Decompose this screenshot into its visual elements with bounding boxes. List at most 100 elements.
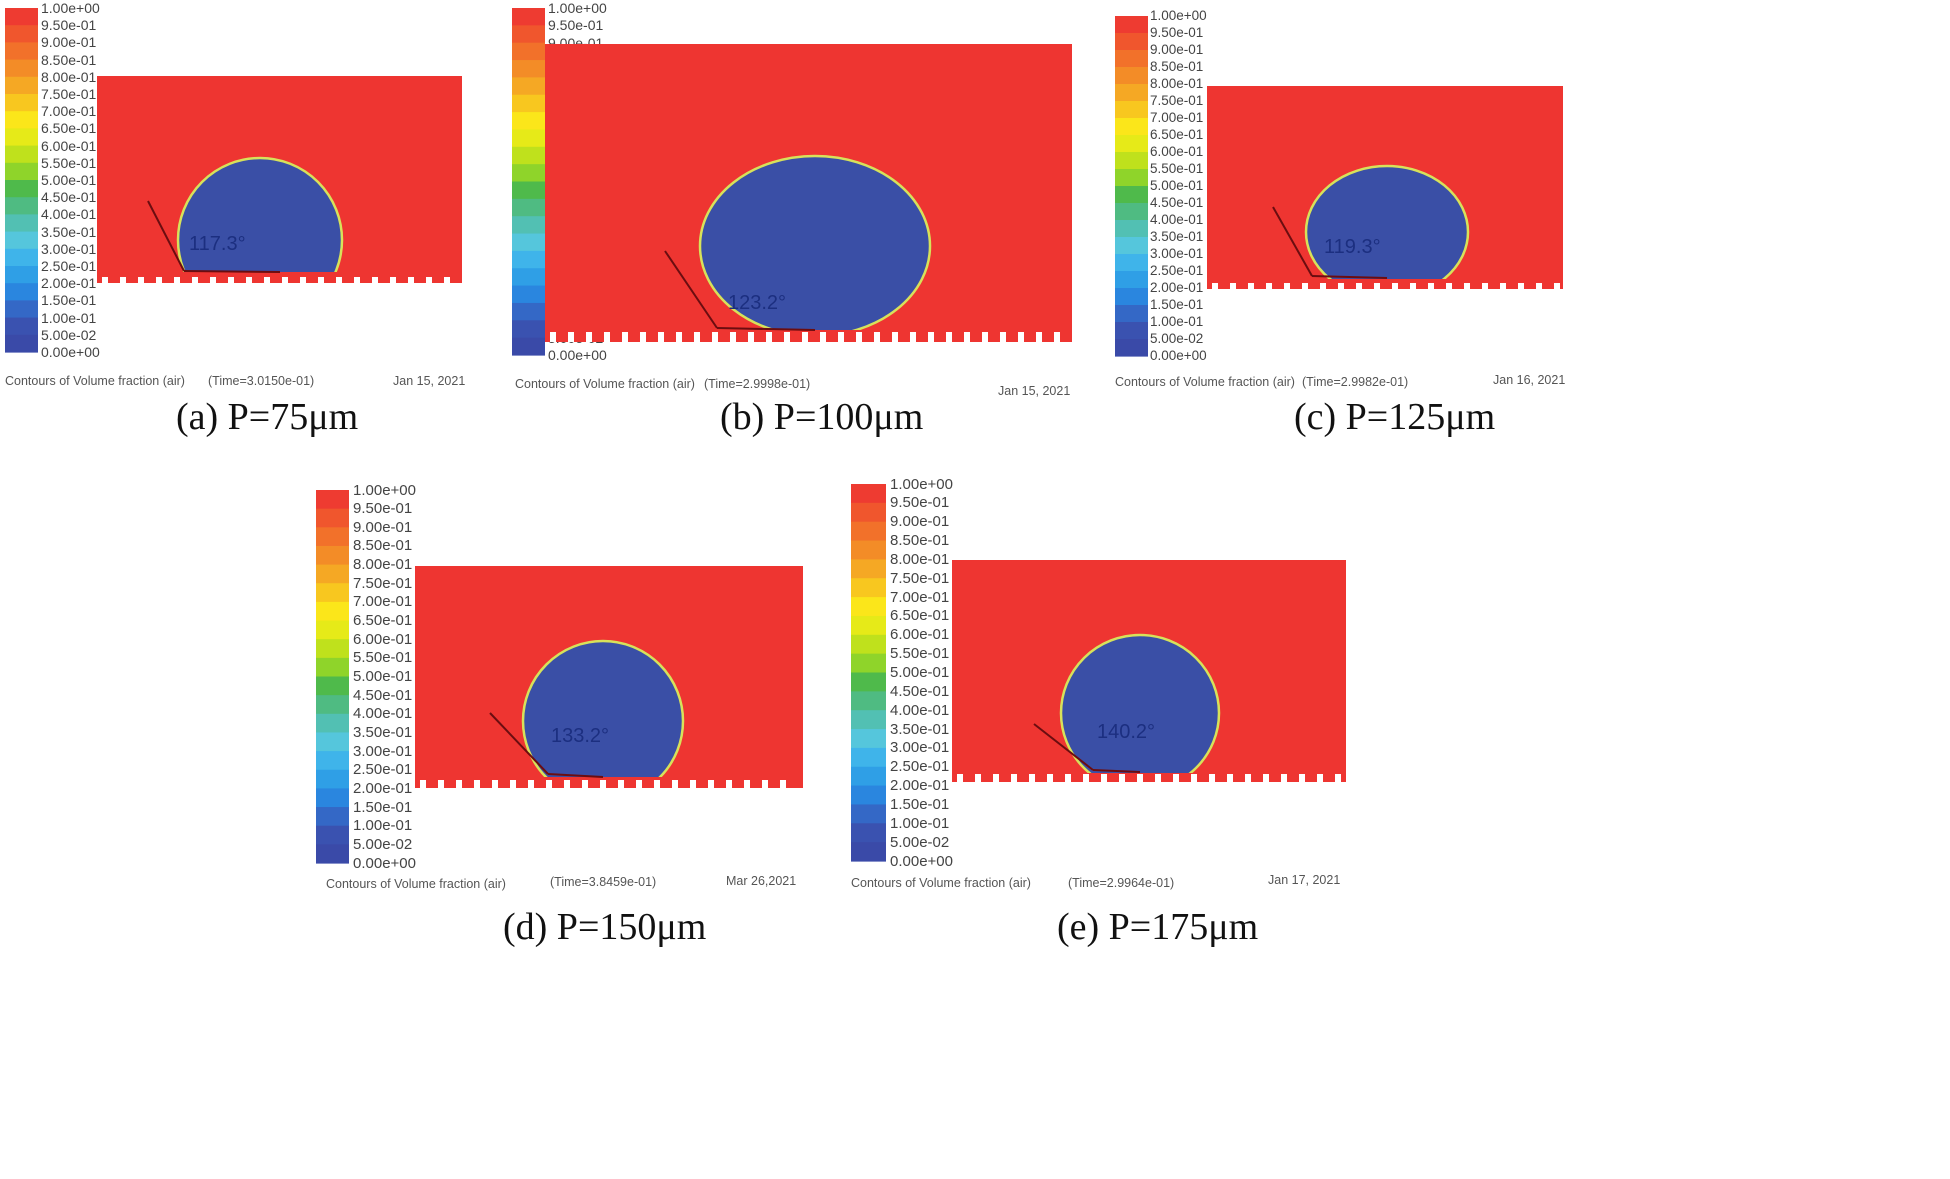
colorbar-tick-label: 5.50e-01: [353, 649, 413, 667]
colorbar-tick-label: 2.50e-01: [1150, 263, 1204, 279]
colorbar-tick-label: 8.50e-01: [1150, 59, 1204, 75]
substrate-groove: [1230, 283, 1236, 289]
footer-time: (Time=2.9982e-01): [1302, 375, 1409, 389]
colorbar-tick-label: 1.00e+00: [890, 475, 953, 493]
substrate-groove: [1518, 283, 1524, 289]
substrate-groove: [1302, 283, 1308, 289]
colorbar-swatch: [5, 111, 38, 129]
substrate-groove: [1284, 283, 1290, 289]
substrate-groove: [444, 277, 450, 283]
colorbar-tick-label: 3.00e-01: [890, 739, 950, 757]
droplet-group: [698, 154, 932, 330]
colorbar-swatch: [512, 129, 545, 148]
contact-baseline: [1092, 769, 1141, 773]
colorbar-swatch: [851, 691, 886, 711]
colorbar-tick-label: 6.50e-01: [353, 612, 413, 630]
colorbar-tick-label: 9.50e-01: [41, 17, 97, 34]
colorbar-tick-label: 6.00e-01: [41, 137, 97, 154]
colorbar-swatch: [851, 785, 886, 806]
substrate-groove: [1119, 774, 1125, 782]
colorbar: [512, 8, 545, 356]
colorbar-swatch: [5, 145, 38, 164]
colorbar-swatch: [316, 583, 349, 603]
colorbar-tick-label: 5.50e-01: [1150, 161, 1204, 177]
droplet: [176, 156, 344, 272]
substrate-groove: [438, 780, 444, 788]
colorbar-tick-label: 6.50e-01: [890, 607, 950, 625]
colorbar-tick-label: 5.50e-01: [890, 645, 950, 663]
colorbar-swatch: [316, 508, 349, 528]
colorbar-tick-label: 4.50e-01: [890, 682, 950, 700]
volume-fraction-domain: [952, 560, 1346, 782]
substrate-groove: [564, 780, 570, 788]
volume-fraction-domain: [415, 566, 803, 788]
substrate-groove: [910, 332, 916, 342]
substrate-groove: [1065, 774, 1071, 782]
colorbar-tick-label: 2.00e-01: [890, 777, 950, 795]
colorbar-tick-label: 4.50e-01: [41, 189, 97, 206]
substrate-groove: [282, 277, 288, 283]
colorbar-tick-label: 5.00e-02: [353, 835, 413, 853]
substrate-groove: [1338, 283, 1344, 289]
droplet-group: [1304, 164, 1470, 279]
substrate-groove: [1263, 774, 1269, 782]
colorbar-swatch: [316, 527, 349, 547]
colorbar-swatch: [851, 747, 886, 768]
colorbar-swatch: [1115, 254, 1148, 272]
colorbar-tick-label: 8.50e-01: [41, 51, 97, 68]
colorbar-tick-label: 6.50e-01: [41, 120, 97, 137]
colorbar-tick-label: 2.00e-01: [353, 779, 413, 797]
colorbar-swatch: [851, 540, 886, 560]
colorbar-swatch: [512, 112, 545, 131]
contact-angle-label: 119.3°: [1324, 236, 1381, 258]
substrate-groove: [300, 277, 306, 283]
colorbar-tick-label: 8.00e-01: [41, 68, 97, 85]
substrate-groove: [712, 332, 718, 342]
colorbar-swatch: [5, 8, 38, 26]
volume-fraction-domain: [1207, 86, 1563, 289]
substrate-groove: [568, 332, 574, 342]
colorbar-tick-label: 8.00e-01: [1150, 76, 1204, 92]
colorbar-swatch: [5, 334, 38, 353]
colorbar-swatch: [512, 285, 545, 304]
colorbar-tick-label: 1.50e-01: [890, 795, 950, 813]
substrate-groove: [246, 277, 252, 283]
substrate-groove: [993, 774, 999, 782]
substrate-groove: [600, 780, 606, 788]
colorbar-swatch: [851, 559, 886, 579]
colorbar-swatch: [1115, 271, 1148, 289]
colorbar-tick-label: 7.00e-01: [1150, 110, 1204, 126]
substrate-groove: [1392, 283, 1398, 289]
colorbar-swatch: [316, 695, 349, 715]
footer-date: Mar 26,2021: [726, 874, 797, 888]
substrate-groove: [982, 332, 988, 342]
colorbar-tick-label: 9.50e-01: [353, 500, 413, 518]
substrate-groove: [1054, 332, 1060, 342]
colorbar-tick-label: 5.50e-01: [41, 154, 97, 171]
colorbar-swatch: [851, 521, 886, 542]
colorbar-tick-label: 7.50e-01: [353, 574, 413, 592]
colorbar-swatch: [512, 77, 545, 96]
substrate-groove: [528, 780, 534, 788]
footer-time: (Time=3.0150e-01): [208, 374, 315, 388]
colorbar-tick-label: 9.00e-01: [890, 513, 950, 531]
substrate-groove: [730, 332, 736, 342]
colorbar-swatch: [851, 578, 886, 598]
substrate-groove: [957, 774, 963, 782]
colorbar-tick-label: 7.50e-01: [890, 569, 950, 587]
colorbar-tick-label: 0.00e+00: [890, 852, 953, 870]
colorbar-swatch: [851, 672, 886, 692]
footer-title: Contours of Volume fraction (air): [326, 877, 506, 891]
substrate-groove: [1410, 283, 1416, 289]
substrate-groove: [492, 780, 498, 788]
substrate-groove: [1173, 774, 1179, 782]
colorbar-swatch: [851, 804, 886, 824]
colorbar-tick-label: 3.00e-01: [353, 742, 413, 760]
colorbar-swatch: [512, 42, 545, 61]
colorbar-swatch: [851, 823, 886, 843]
substrate-groove: [586, 332, 592, 342]
substrate-groove: [1554, 283, 1560, 289]
substrate-groove: [408, 277, 414, 283]
colorbar: [5, 8, 38, 353]
contact-baseline: [716, 327, 816, 331]
